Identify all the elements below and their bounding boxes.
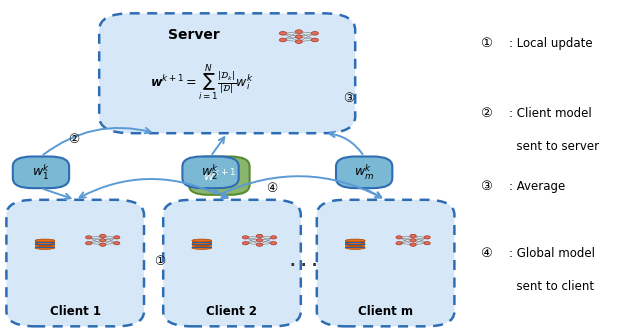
- FancyBboxPatch shape: [317, 200, 454, 326]
- Ellipse shape: [346, 243, 365, 246]
- FancyBboxPatch shape: [192, 247, 212, 248]
- Circle shape: [410, 234, 416, 237]
- Circle shape: [280, 32, 287, 35]
- Text: : Local update: : Local update: [509, 37, 593, 50]
- FancyBboxPatch shape: [192, 242, 212, 243]
- Text: ②: ②: [68, 133, 79, 147]
- Text: ②: ②: [481, 107, 492, 120]
- Circle shape: [312, 38, 319, 42]
- Text: sent to server: sent to server: [509, 140, 599, 153]
- Text: . . .: . . .: [291, 254, 317, 269]
- Circle shape: [424, 242, 430, 245]
- FancyBboxPatch shape: [182, 157, 239, 188]
- Circle shape: [100, 239, 106, 242]
- Text: : Average: : Average: [509, 180, 565, 193]
- Text: ①: ①: [154, 255, 166, 268]
- Text: $w_m^k$: $w_m^k$: [354, 163, 374, 182]
- FancyBboxPatch shape: [35, 242, 55, 243]
- Circle shape: [257, 234, 262, 237]
- Text: ③: ③: [481, 180, 492, 193]
- Circle shape: [312, 32, 319, 35]
- Text: $w_1^k$: $w_1^k$: [32, 163, 50, 182]
- Ellipse shape: [35, 239, 55, 242]
- Text: $\boldsymbol{w}^{k+1} = \sum_{i=1}^{N} \frac{|\mathcal{D}_k|}{|\mathcal{D}|} w_i: $\boldsymbol{w}^{k+1} = \sum_{i=1}^{N} \…: [150, 63, 253, 103]
- Circle shape: [410, 243, 416, 246]
- Ellipse shape: [192, 243, 212, 246]
- FancyBboxPatch shape: [6, 200, 144, 326]
- Text: Client 1: Client 1: [50, 305, 100, 318]
- Circle shape: [296, 30, 303, 34]
- Ellipse shape: [35, 243, 55, 246]
- Circle shape: [410, 239, 416, 242]
- Text: $w_2^k$: $w_2^k$: [202, 163, 220, 182]
- Circle shape: [86, 242, 92, 245]
- Circle shape: [257, 243, 262, 246]
- FancyBboxPatch shape: [192, 240, 212, 248]
- Circle shape: [296, 35, 303, 39]
- Text: sent to client: sent to client: [509, 280, 594, 293]
- FancyBboxPatch shape: [192, 244, 212, 245]
- FancyBboxPatch shape: [346, 242, 365, 243]
- FancyBboxPatch shape: [35, 244, 55, 245]
- Text: : Global model: : Global model: [509, 246, 595, 260]
- Ellipse shape: [192, 239, 212, 242]
- Text: ④: ④: [481, 246, 492, 260]
- Circle shape: [114, 236, 120, 239]
- Circle shape: [424, 236, 430, 239]
- FancyBboxPatch shape: [35, 240, 55, 248]
- Circle shape: [86, 236, 92, 239]
- Text: : Client model: : Client model: [509, 107, 591, 120]
- Circle shape: [271, 242, 276, 245]
- Ellipse shape: [346, 239, 365, 242]
- Circle shape: [257, 239, 262, 242]
- Ellipse shape: [346, 246, 365, 249]
- Circle shape: [243, 242, 248, 245]
- Text: ④: ④: [266, 181, 278, 195]
- FancyBboxPatch shape: [346, 244, 365, 245]
- FancyBboxPatch shape: [99, 13, 355, 133]
- Text: Client 2: Client 2: [207, 305, 257, 318]
- Ellipse shape: [192, 246, 212, 249]
- Text: ③: ③: [343, 92, 355, 105]
- Circle shape: [280, 38, 287, 42]
- FancyBboxPatch shape: [35, 247, 55, 248]
- FancyBboxPatch shape: [346, 247, 365, 248]
- Circle shape: [100, 243, 106, 246]
- Circle shape: [271, 236, 276, 239]
- Ellipse shape: [35, 246, 55, 249]
- FancyBboxPatch shape: [336, 157, 392, 188]
- Circle shape: [100, 234, 106, 237]
- Circle shape: [114, 242, 120, 245]
- Circle shape: [296, 40, 303, 44]
- Text: Server: Server: [168, 28, 220, 42]
- FancyBboxPatch shape: [189, 157, 250, 195]
- Circle shape: [396, 236, 402, 239]
- Text: $w^{k+1}$: $w^{k+1}$: [202, 168, 236, 183]
- Text: ①: ①: [481, 37, 492, 50]
- Circle shape: [396, 242, 402, 245]
- Text: Client m: Client m: [358, 305, 413, 318]
- FancyBboxPatch shape: [346, 240, 365, 248]
- Circle shape: [243, 236, 248, 239]
- FancyBboxPatch shape: [163, 200, 301, 326]
- FancyBboxPatch shape: [13, 157, 69, 188]
